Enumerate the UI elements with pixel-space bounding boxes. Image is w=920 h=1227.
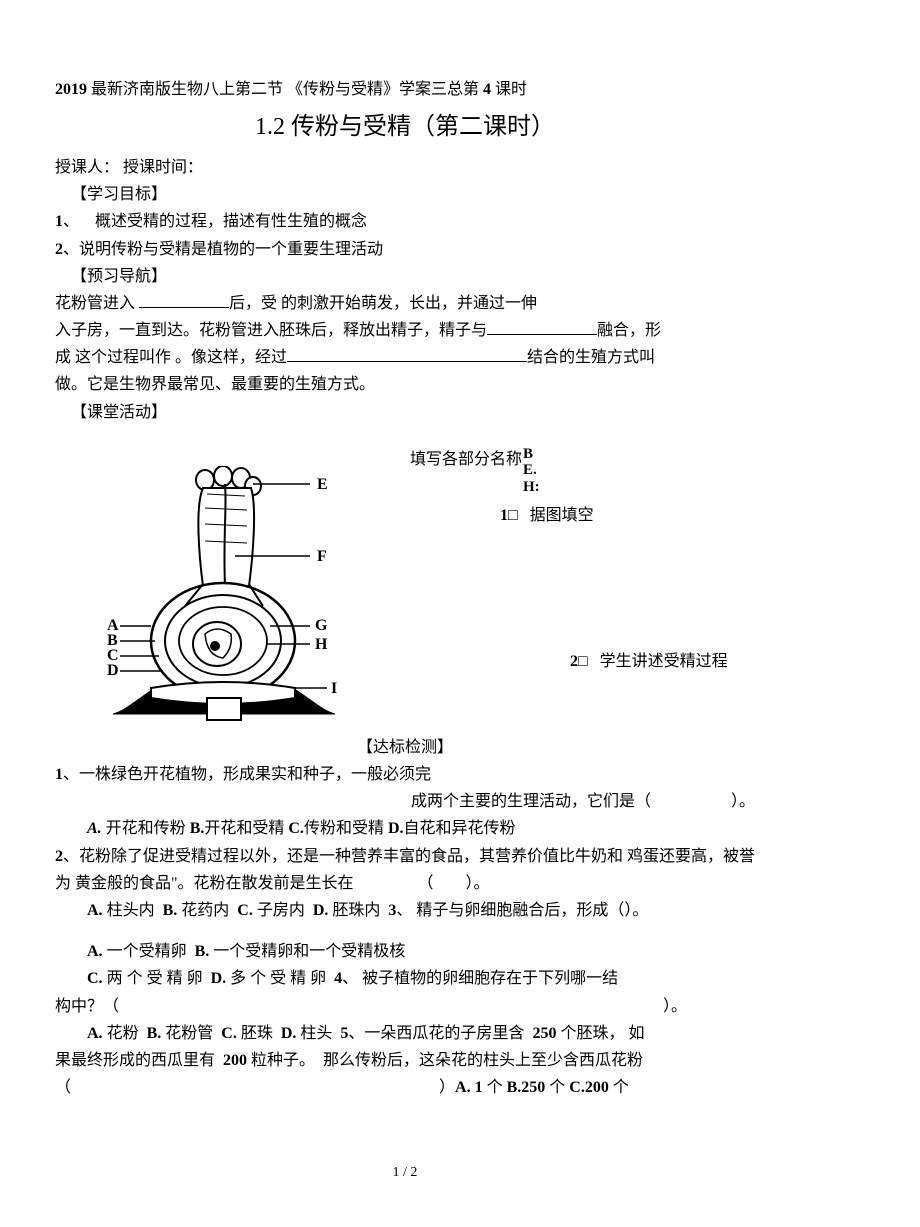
blank-2 bbox=[487, 318, 597, 335]
preview-l2b: 融合，形 bbox=[597, 322, 661, 339]
blank-3 bbox=[287, 345, 527, 362]
target-1: 1、 概述受精的过程，描述有性生殖的概念 bbox=[55, 208, 755, 235]
q2-opts-q3: A. 柱头内 B. 花药内 C. 子房内 D. 胚珠内 3、 精子与卵细胞融合后… bbox=[55, 897, 755, 924]
q2: 2、花粉除了促进受精过程以外，还是一种营养丰富的食品，其营养价值比牛奶和 鸡蛋还… bbox=[55, 843, 755, 897]
q5-line2: 果最终形成的西瓜里有 200 粒种子。 那么传粉后，这朵花的柱头上至少含西瓜花粉 bbox=[55, 1047, 755, 1074]
learning-target-tag: 【学习目标】 bbox=[55, 181, 755, 208]
activity-block: E F A B C D G H I 填写各部分名称 B E. H: 1□ 据图填… bbox=[55, 446, 755, 726]
stack-h: H: bbox=[523, 479, 540, 496]
fill-label: 填写各部分名称 bbox=[410, 446, 522, 473]
stack-b: B bbox=[523, 446, 540, 463]
preview-line2: 入子房，一直到达。花粉管进入胚珠后，释放出精子，精子与 融合，形 bbox=[55, 317, 755, 344]
q1-line2: 成两个主要的生理活动，它们是（ ）。 bbox=[55, 788, 755, 815]
target2-text: 、说明传粉与受精是植物的一个重要生理活动 bbox=[63, 241, 383, 258]
diagram-label-F: F bbox=[317, 548, 327, 565]
q1-opts: A. 开花和传粉 B.开花和受精 C.传粉和受精 D.自花和异花传粉 bbox=[55, 815, 755, 842]
diagram-label-H: H bbox=[315, 636, 328, 653]
q1-line1: 1、一株绿色开花植物，形成果实和种子，一般必须完 bbox=[55, 761, 755, 788]
q1-D: D. bbox=[388, 820, 404, 837]
q1-optD: 自花和异花传粉 bbox=[404, 820, 516, 837]
target1-text: 、 概述受精的过程，描述有性生殖的概念 bbox=[63, 213, 367, 230]
letter-stack: B E. H: bbox=[523, 446, 540, 496]
activity-item-2: 2□ 学生讲述受精过程 bbox=[570, 648, 728, 675]
item1-text: 据图填空 bbox=[530, 507, 594, 524]
preview-l3a: 成 这个过程叫作 。像这样，经过 bbox=[55, 349, 287, 366]
header-lesson-suffix: 课时 bbox=[491, 81, 527, 98]
q2-txt: 、花粉除了促进受精过程以外，还是一种营养丰富的食品，其营养价值比牛奶和 鸡蛋还要… bbox=[55, 848, 755, 892]
preview-l3b: 结合的生殖方式叫 bbox=[527, 349, 655, 366]
diagram-label-D: D bbox=[107, 662, 119, 679]
q3-opts-b: C. 两 个 受 精 卵 D. 多 个 受 精 卵 4、 被子植物的卵细胞存在于… bbox=[55, 965, 755, 992]
item2-box: □ bbox=[578, 653, 588, 670]
preview-l1a: 花粉管进入 bbox=[55, 295, 139, 312]
stack-e: E. bbox=[523, 462, 540, 479]
q1-B: B. bbox=[190, 820, 205, 837]
q1-b: 成两个主要的生理活动，它们是（ ）。 bbox=[191, 793, 755, 810]
doc-header: 2019 最新济南版生物八上第二节 《传粉与受精》学案三总第 4 课时 bbox=[55, 76, 755, 103]
item1-box: □ bbox=[508, 507, 518, 524]
q1-optB: 开花和受精 bbox=[204, 820, 288, 837]
header-rest: 最新济南版生物八上第二节 《传粉与受精》学案三总第 bbox=[87, 81, 483, 98]
teach-line: 授课人： 授课时间： bbox=[55, 154, 755, 181]
target-2: 2、说明传粉与受精是植物的一个重要生理活动 bbox=[55, 236, 755, 263]
preview-l2a: 入子房，一直到达。花粉管进入胚珠后，释放出精子，精子与 bbox=[55, 322, 487, 339]
q5-line1: A. 花粉 B. 花粉管 C. 胚珠 D. 柱头 5、一朵西瓜花的子房里含 25… bbox=[55, 1020, 755, 1047]
preview-l1b: 后，受 的刺激开始萌发，长出，并通过一伸 bbox=[229, 295, 537, 312]
item1-num: 1 bbox=[500, 507, 508, 524]
q4-tail: 构中？（ ）。 bbox=[55, 993, 755, 1020]
q2-num: 2 bbox=[55, 848, 63, 865]
item2-text: 学生讲述受精过程 bbox=[600, 653, 728, 670]
test-tag: 【达标检测】 bbox=[55, 734, 755, 761]
diagram-label-G: G bbox=[315, 617, 328, 634]
preview-tag: 【预习导航】 bbox=[55, 263, 755, 290]
q1-optA: 开花和传粉 bbox=[102, 820, 190, 837]
q1-a: 、一株绿色开花植物，形成果实和种子，一般必须完 bbox=[63, 766, 431, 783]
preview-line1: 花粉管进入 后，受 的刺激开始萌发，长出，并通过一伸 bbox=[55, 290, 755, 317]
preview-line3: 成 这个过程叫作 。像这样，经过 结合的生殖方式叫 bbox=[55, 344, 755, 371]
q1-A: A. bbox=[87, 820, 102, 837]
q1-num: 1 bbox=[55, 766, 63, 783]
q1-C: C. bbox=[288, 820, 304, 837]
page-footer: 1 / 2 bbox=[55, 1161, 755, 1185]
class-activity-tag: 【课堂活动】 bbox=[55, 399, 755, 426]
diagram-label-E: E bbox=[317, 476, 328, 493]
header-lesson-no: 4 bbox=[483, 81, 491, 98]
q3-opts-a: A. 一个受精卵 B. 一个受精卵和一个受精极核 bbox=[55, 938, 755, 965]
activity-item-1: 1□ 据图填空 bbox=[500, 502, 594, 529]
diagram-label-I: I bbox=[331, 680, 337, 697]
header-year: 2019 bbox=[55, 81, 87, 98]
preview-line4: 做。它是生物界最常见、最重要的生殖方式。 bbox=[55, 371, 755, 398]
target1-num: 1 bbox=[55, 213, 63, 230]
item2-num: 2 bbox=[570, 653, 578, 670]
target2-num: 2 bbox=[55, 241, 63, 258]
blank-1 bbox=[139, 291, 229, 308]
ovule-diagram: E F A B C D G H I bbox=[95, 466, 360, 721]
q1-optC: 传粉和受精 bbox=[304, 820, 388, 837]
page-title: 1.2 传粉与受精（第二课时） bbox=[55, 107, 755, 148]
q5-line3: （ ）A. 1 个 B.250 个 C.200 个 bbox=[55, 1074, 755, 1101]
